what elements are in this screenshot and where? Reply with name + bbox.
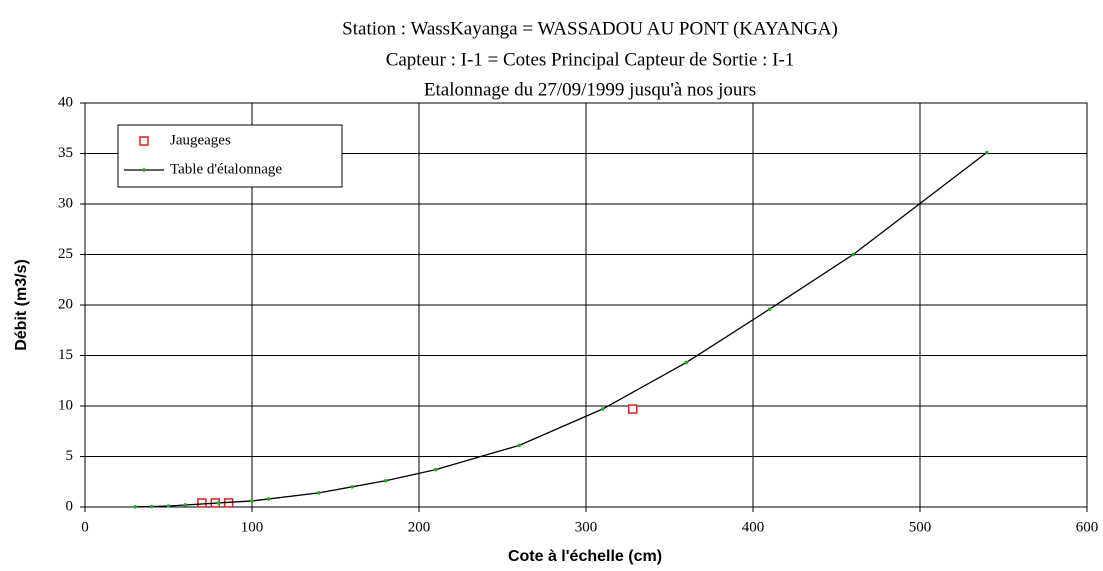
line — [135, 151, 988, 508]
point — [517, 443, 521, 448]
x-tick-label: 100 — [241, 519, 264, 535]
y-tick-label: 20 — [58, 296, 73, 312]
legend-label: Jaugeages — [170, 132, 231, 148]
x-tick-label: 500 — [909, 519, 932, 535]
point — [684, 360, 688, 365]
x-tick-label: 0 — [81, 519, 89, 535]
y-tick-label: 15 — [58, 347, 73, 363]
point — [433, 467, 438, 472]
point — [985, 150, 989, 155]
point — [166, 504, 171, 508]
chart-subtitle: Etalonnage du 27/09/1999 jusqu'à nos jou… — [424, 79, 756, 100]
y-tick-label: 10 — [58, 397, 73, 413]
legend-symbol — [142, 168, 146, 172]
point — [628, 404, 638, 414]
y-tick-label: 40 — [58, 94, 73, 110]
point — [767, 307, 772, 311]
x-tick-label: 400 — [742, 519, 765, 535]
point — [133, 504, 137, 509]
y-tick-label: 35 — [58, 145, 73, 161]
y-tick-label: 5 — [66, 448, 74, 464]
point — [383, 478, 388, 483]
point — [197, 498, 207, 508]
point — [350, 485, 355, 489]
point — [317, 491, 321, 495]
point — [150, 504, 154, 509]
y-tick-label: 30 — [58, 195, 73, 211]
chart-title: Station : WassKayanga = WASSADOU AU PONT… — [342, 18, 838, 39]
chart-subtitle: Capteur : I-1 = Cotes Principal Capteur … — [386, 49, 795, 70]
point — [266, 497, 271, 501]
point — [851, 252, 855, 257]
x-tick-label: 600 — [1076, 519, 1099, 535]
point — [600, 407, 605, 411]
y-tick-label: 0 — [66, 498, 74, 514]
x-tick-label: 200 — [408, 519, 431, 535]
point — [183, 503, 187, 507]
y-tick-label: 25 — [58, 246, 73, 262]
x-tick-label: 300 — [575, 519, 598, 535]
legend-box — [117, 124, 343, 188]
plot-frame — [84, 102, 1088, 508]
point — [250, 499, 254, 503]
legend-label: Table d'étalonnage — [170, 161, 282, 177]
x-axis-label: Cote à l'échelle (cm) — [508, 548, 662, 565]
y-axis-label: Débit (m3/s) — [13, 259, 30, 351]
point — [216, 501, 221, 505]
legend-symbol — [139, 136, 149, 146]
